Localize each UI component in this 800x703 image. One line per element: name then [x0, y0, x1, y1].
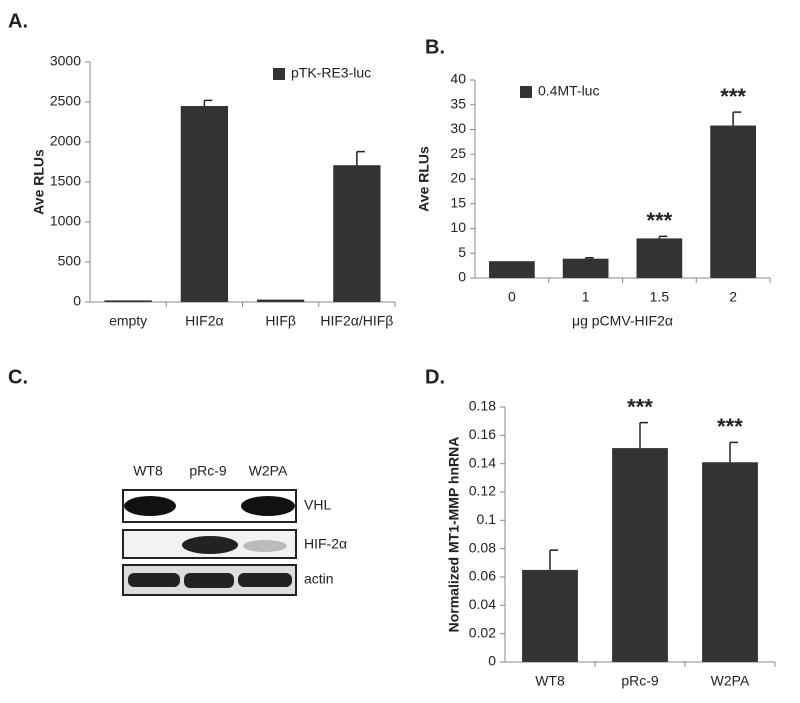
y-tick-label: 15 [450, 194, 466, 210]
y-tick-label: 35 [450, 95, 466, 111]
bar [180, 106, 229, 302]
y-tick-label: 0 [73, 293, 81, 309]
bar [702, 462, 758, 662]
bar [612, 448, 668, 662]
x-tick-label: pRc-9 [621, 673, 659, 689]
error-bar [732, 111, 742, 126]
x-tick-label: W2PA [711, 673, 750, 689]
error-bar [658, 235, 668, 239]
y-tick-label: 3000 [50, 53, 81, 69]
y-tick-label: 0.18 [469, 398, 496, 414]
x-tick-label: 1 [582, 289, 590, 305]
band [128, 573, 180, 587]
bar [333, 165, 381, 302]
y-tick-label: 2500 [50, 93, 81, 109]
bar [489, 261, 535, 278]
y-tick-label: 30 [450, 120, 466, 136]
y-tick-label: 0.14 [469, 454, 496, 470]
x-tick-label: HIFβ [265, 313, 296, 329]
bar [256, 299, 305, 302]
lane-label: WT8 [133, 463, 163, 479]
legend-swatch [273, 68, 285, 80]
y-tick-label: 0.04 [469, 596, 496, 612]
y-tick-label: 500 [58, 253, 82, 269]
significance-label: *** [717, 414, 743, 439]
x-tick-label: HIF2α/HIFβ [320, 313, 393, 329]
lane-label: W2PA [249, 463, 288, 479]
y-tick-label: 1000 [50, 213, 81, 229]
significance-label: *** [627, 394, 653, 419]
x-axis-label: μg pCMV-HIF2α [572, 313, 673, 329]
legend-label: 0.4MT-luc [538, 83, 599, 99]
y-tick-label: 0.02 [469, 624, 496, 640]
y-axis-label: Ave RLUs [31, 149, 47, 215]
error-bar [639, 421, 648, 449]
legend-label: pTK-RE3-luc [291, 65, 371, 81]
x-tick-label: WT8 [535, 673, 565, 689]
error-bar [356, 150, 365, 166]
y-tick-label: 0.08 [469, 539, 496, 555]
x-tick-label: 2 [729, 289, 737, 305]
y-tick-label: 0 [488, 653, 496, 669]
y-tick-label: 2000 [50, 133, 81, 149]
y-tick-label: 0.06 [469, 568, 496, 584]
y-tick-label: 0.16 [469, 426, 496, 442]
x-tick-label: empty [109, 313, 147, 329]
band [184, 573, 234, 588]
y-tick-label: 40 [450, 71, 466, 87]
significance-label: *** [720, 84, 746, 109]
error-bar [584, 256, 594, 259]
y-tick-label: 5 [458, 244, 466, 260]
bar [522, 569, 578, 662]
error-bar [203, 99, 213, 106]
y-tick-label: 10 [450, 219, 466, 235]
band [238, 573, 292, 587]
error-bar [549, 549, 558, 570]
y-tick-label: 0 [458, 269, 466, 285]
band [182, 536, 238, 554]
y-tick-label: 0.1 [477, 511, 497, 527]
panel-label: B. [425, 36, 445, 58]
band [241, 496, 295, 516]
x-tick-label: 1.5 [650, 289, 670, 305]
error-bar [729, 441, 738, 463]
y-axis-label: Normalized MT1-MMP hnRNA [446, 437, 462, 633]
band [124, 496, 176, 516]
y-axis-label: Ave RLUs [416, 146, 432, 212]
significance-label: *** [647, 208, 673, 233]
row-label: actin [304, 571, 334, 587]
legend-swatch [520, 86, 532, 98]
y-tick-label: 0.12 [469, 483, 496, 499]
row-label: VHL [304, 497, 331, 513]
panel-label: D. [425, 366, 445, 388]
x-tick-label: 0 [508, 289, 516, 305]
band [243, 540, 287, 552]
bar [710, 125, 756, 278]
y-tick-label: 25 [450, 145, 466, 161]
bar [562, 258, 609, 278]
blot-panel: C. WT8 pRc-9 W2PA VHL HIF-2α actin [8, 366, 347, 596]
row-label: HIF-2α [304, 536, 347, 552]
y-tick-label: 1500 [50, 173, 81, 189]
y-tick-label: 20 [450, 170, 466, 186]
bar [636, 238, 683, 278]
panel-label: C. [8, 366, 28, 388]
lane-label: pRc-9 [189, 463, 227, 479]
bar [104, 300, 152, 302]
x-tick-label: HIF2α [185, 313, 223, 329]
panel-label: A. [8, 10, 28, 32]
